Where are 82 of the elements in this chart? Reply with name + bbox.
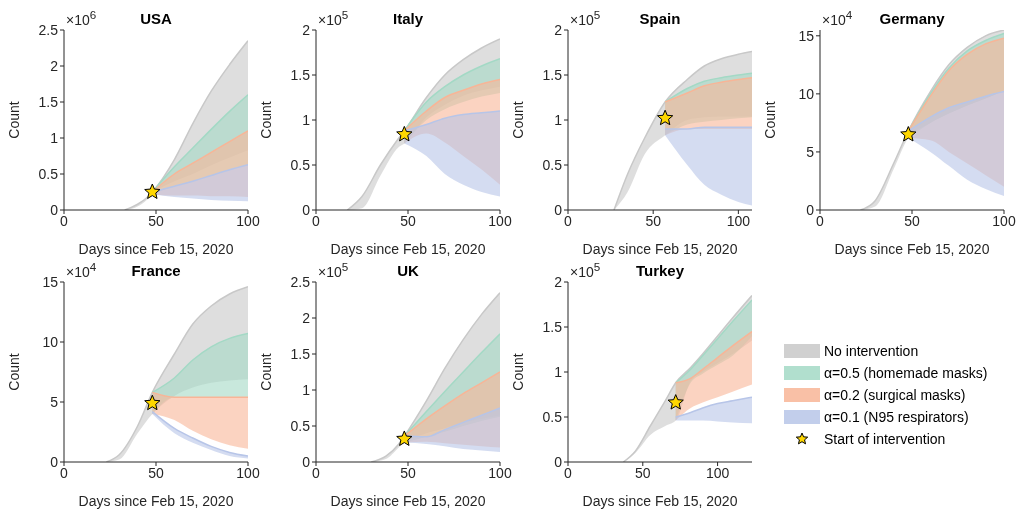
y-tick-label: 0.5: [290, 156, 311, 173]
y-tick-label: 0.5: [290, 417, 311, 434]
x-axis-title: Days since Feb 15, 2020: [834, 241, 990, 257]
y-axis-title: Count: [257, 101, 274, 139]
y-tick-label: 1: [554, 111, 563, 128]
x-tick-label: 100: [992, 212, 1016, 229]
y-tick-label: 0: [302, 201, 311, 218]
x-tick-label: 100: [726, 212, 751, 229]
y-tick-label: 5: [806, 143, 815, 160]
y-tick-label: 10: [42, 333, 59, 350]
legend-label: No intervention: [824, 343, 919, 359]
x-tick-label: 100: [236, 464, 260, 481]
y-axis-title: Count: [509, 353, 526, 391]
y-axis-title: Count: [257, 353, 274, 391]
x-axis-title: Days since Feb 15, 2020: [582, 493, 738, 509]
x-tick-label: 50: [645, 212, 662, 229]
x-tick-label: 100: [488, 464, 512, 481]
y-tick-label: 2: [302, 21, 311, 38]
y-tick-label: 0: [554, 201, 563, 218]
chart-title: Spain: [639, 10, 681, 27]
y-axis-title: Count: [5, 101, 22, 139]
y-tick-label: 1.5: [290, 66, 311, 83]
chart-title: Turkey: [635, 262, 685, 279]
x-axis-title: Days since Feb 15, 2020: [78, 241, 234, 257]
y-tick-label: 0.5: [38, 165, 59, 182]
y-tick-label: 1.5: [542, 66, 563, 83]
x-axis-title: Days since Feb 15, 2020: [330, 241, 486, 257]
y-tick-label: 1: [302, 381, 311, 398]
y-tick-label: 10: [798, 85, 815, 102]
chart-title: USA: [140, 10, 172, 27]
text: ×10$^{5}$: [318, 260, 349, 280]
y-tick-label: 2.5: [38, 21, 59, 38]
y-tick-label: 2: [554, 21, 563, 38]
x-tick-label: 50: [904, 212, 920, 229]
text: ×10$^{4}$: [66, 260, 97, 280]
y-tick-label: 2: [302, 309, 311, 326]
y-axis-title: Count: [5, 353, 22, 391]
y-tick-label: 15: [798, 27, 815, 44]
x-tick-label: 50: [148, 212, 164, 229]
y-tick-label: 0: [806, 201, 815, 218]
x-tick-label: 50: [400, 212, 416, 229]
y-tick-label: 0.5: [542, 156, 563, 173]
x-tick-label: 50: [148, 464, 164, 481]
chart-title: France: [131, 262, 181, 279]
x-tick-label: 100: [488, 212, 512, 229]
y-tick-label: 1.5: [38, 93, 59, 110]
y-tick-label: 15: [42, 273, 59, 290]
y-tick-label: 0: [302, 453, 311, 470]
x-tick-label: 100: [705, 464, 730, 481]
y-tick-label: 2.5: [290, 273, 311, 290]
text: ×10$^{5}$: [570, 8, 601, 28]
y-tick-label: 1: [302, 111, 311, 128]
text: ×10$^{6}$: [66, 8, 97, 28]
legend-label: α=0.5 (homemade masks): [824, 365, 988, 381]
y-tick-label: 0.5: [542, 408, 563, 425]
y-tick-label: 0: [554, 453, 563, 470]
text: ×10$^{4}$: [822, 8, 853, 28]
x-axis-title: Days since Feb 15, 2020: [78, 493, 234, 509]
text: ×10$^{5}$: [318, 8, 349, 28]
chart-title: Germany: [879, 10, 945, 27]
y-axis-title: Count: [509, 101, 526, 139]
x-axis-title: Days since Feb 15, 2020: [330, 493, 486, 509]
y-tick-label: 2: [554, 273, 563, 290]
y-tick-label: 1: [554, 363, 563, 380]
legend-label: α=0.1 (N95 respirators): [824, 409, 969, 425]
x-tick-label: 50: [635, 464, 651, 481]
x-axis-title: Days since Feb 15, 2020: [582, 241, 738, 257]
text: ×10$^{5}$: [570, 260, 601, 280]
y-tick-label: 2: [50, 57, 59, 74]
y-tick-label: 0: [50, 201, 59, 218]
legend-label: α=0.2 (surgical masks): [824, 387, 966, 403]
legend-label: Start of intervention: [824, 431, 946, 447]
x-tick-label: 50: [400, 464, 416, 481]
y-tick-label: 1: [50, 129, 59, 146]
chart-title: UK: [397, 262, 419, 279]
y-tick-label: 0: [50, 453, 59, 470]
x-tick-label: 100: [236, 212, 260, 229]
y-tick-label: 1.5: [542, 318, 563, 335]
y-tick-label: 1.5: [290, 345, 311, 362]
y-tick-label: 5: [50, 393, 59, 410]
y-axis-title: Count: [761, 101, 778, 139]
chart-title: Italy: [392, 10, 423, 27]
